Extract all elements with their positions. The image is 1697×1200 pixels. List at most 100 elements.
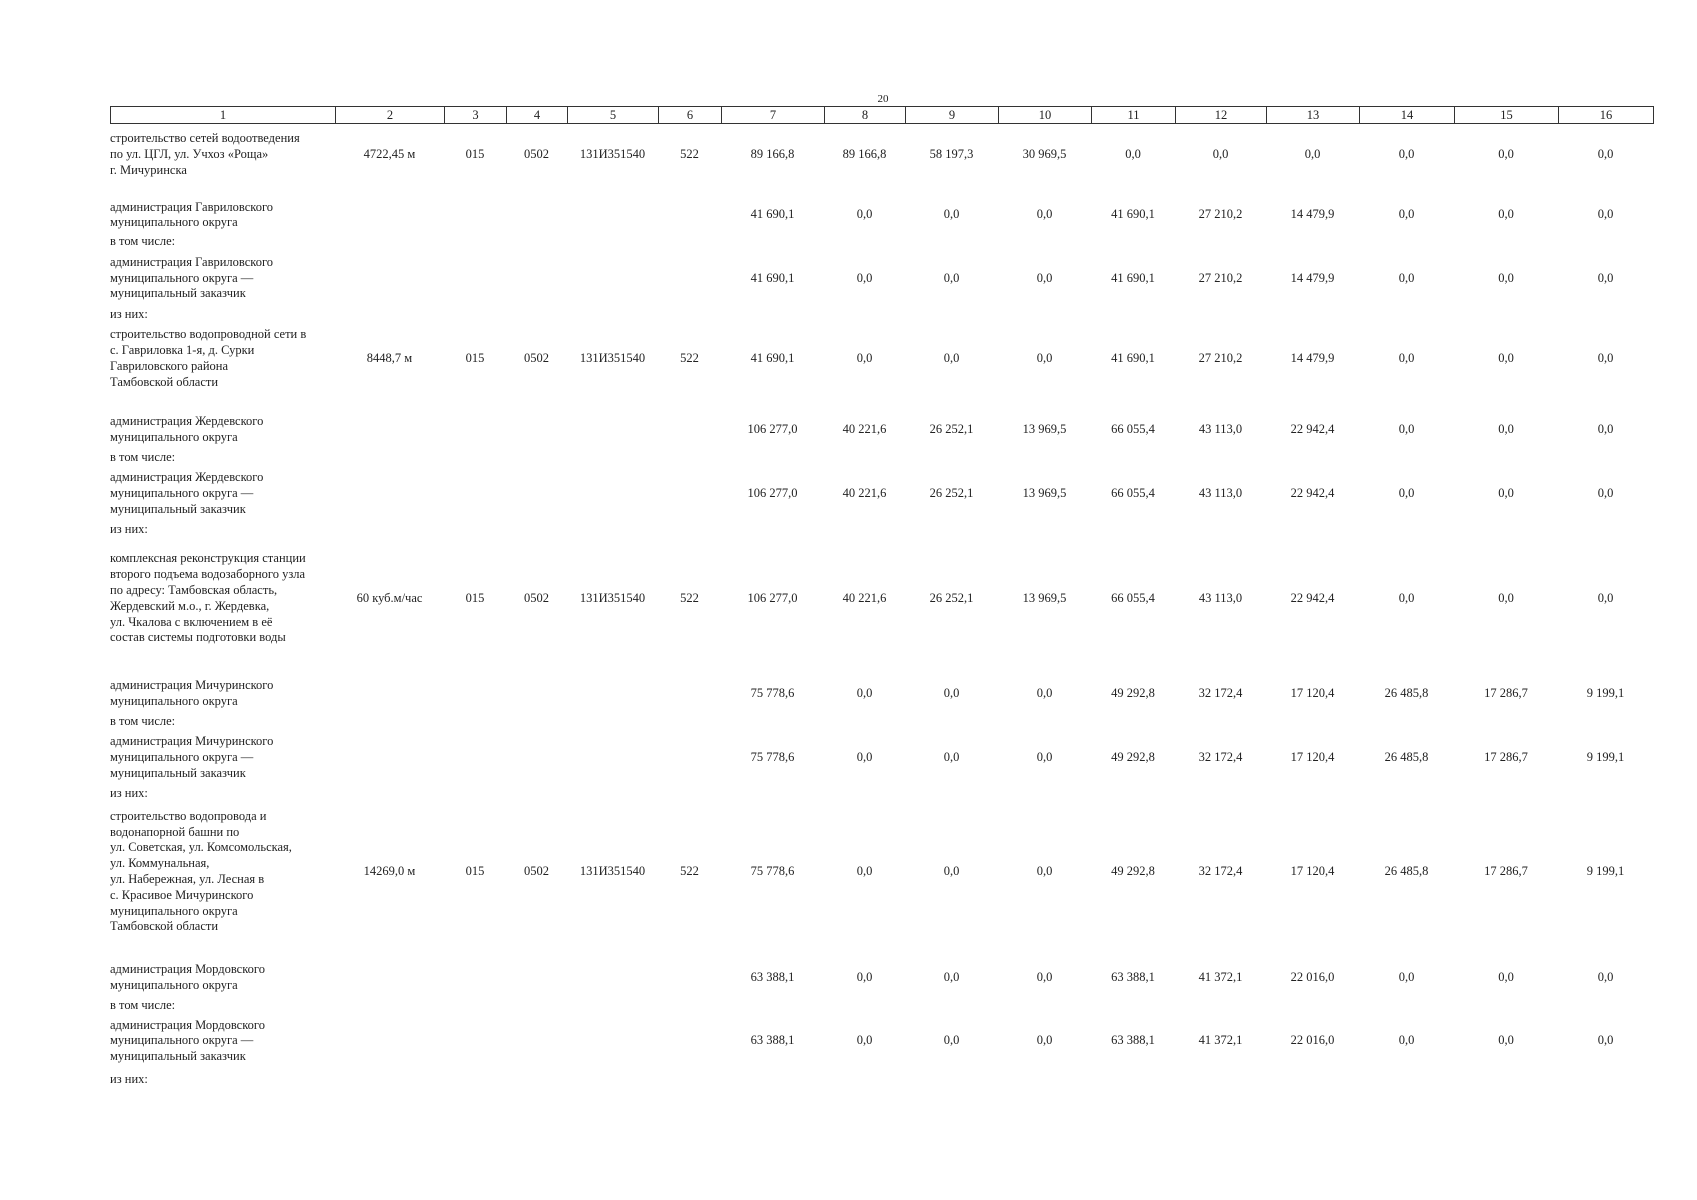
row-label: муниципального округа	[110, 693, 238, 708]
cell: 131И351540	[579, 350, 646, 365]
cell: 0,0	[943, 685, 960, 700]
cell: 0,0	[1398, 350, 1415, 365]
cell: 63 388,1	[1111, 1033, 1155, 1048]
cell: 30 969,5	[1022, 147, 1067, 162]
cell: 0,0	[856, 350, 873, 365]
cell: 0,0	[1597, 485, 1614, 500]
cell: 41 690,1	[750, 270, 795, 285]
cell: 22 942,4	[1290, 421, 1335, 436]
cell: 0,0	[1125, 147, 1141, 162]
row-label: ул. Коммунальная,	[110, 856, 210, 871]
cell: 0,0	[856, 864, 873, 879]
cell: 0502	[524, 350, 549, 365]
row-label: администрация Мичуринского	[110, 677, 274, 692]
row-label: состав системы подготовки воды	[110, 630, 286, 645]
cell: 32 172,4	[1198, 749, 1243, 764]
cell: 0,0	[1036, 270, 1053, 285]
cell: 75 778,6	[750, 864, 795, 879]
row-label: из них:	[110, 522, 148, 537]
cell: 0,0	[1036, 970, 1053, 985]
cell: 49 292,8	[1111, 864, 1155, 879]
cell: 0,0	[1036, 685, 1053, 700]
cell: 0,0	[1398, 1033, 1415, 1048]
row-label: из них:	[110, 306, 148, 321]
cell: 27 210,2	[1198, 350, 1243, 365]
row-label: Гавриловского района	[110, 358, 229, 373]
cell: 89 166,8	[750, 147, 795, 162]
cell: 13 969,5	[1022, 485, 1067, 500]
cell: 26 252,1	[929, 421, 974, 436]
header-cell: 4	[506, 106, 568, 124]
cell: 49 292,8	[1111, 749, 1155, 764]
cell: 0,0	[1498, 970, 1514, 985]
cell: 0,0	[1036, 207, 1053, 222]
cell: 131И351540	[579, 147, 646, 162]
cell: 40 221,6	[842, 485, 887, 500]
cell: 0,0	[1398, 207, 1415, 222]
cell: 60 куб.м/час	[356, 590, 423, 605]
cell: 40 221,6	[842, 590, 887, 605]
cell: 0,0	[1398, 147, 1415, 162]
cell: 14 479,9	[1290, 207, 1335, 222]
cell: 66 055,4	[1111, 421, 1155, 436]
cell: 106 277,0	[747, 485, 798, 500]
cell: 0,0	[943, 350, 960, 365]
row-label: из них:	[110, 786, 148, 801]
cell: 0,0	[1498, 147, 1514, 162]
header-cell: 12	[1175, 106, 1267, 124]
cell: 14 479,9	[1290, 270, 1335, 285]
cell: 522	[680, 147, 699, 162]
cell: 26 252,1	[929, 590, 974, 605]
cell: 41 690,1	[1111, 207, 1155, 222]
row-label: администрация Жердевского	[110, 413, 264, 428]
row-label: с. Гавриловка 1-я, д. Сурки	[110, 343, 255, 358]
row-label: по адресу: Тамбовская область,	[110, 582, 278, 597]
cell: 66 055,4	[1111, 590, 1155, 605]
cell: 9 199,1	[1586, 685, 1625, 700]
row-label: в том числе:	[110, 998, 176, 1013]
cell: 015	[465, 864, 485, 879]
row-label: администрация Гавриловского	[110, 254, 274, 269]
cell: 0,0	[1398, 970, 1415, 985]
header-cell: 11	[1091, 106, 1176, 124]
row-label: в том числе:	[110, 234, 176, 249]
cell: 26 485,8	[1384, 864, 1429, 879]
cell: 27 210,2	[1198, 270, 1243, 285]
cell: 17 120,4	[1290, 685, 1335, 700]
cell: 22 016,0	[1290, 1033, 1335, 1048]
cell: 0,0	[1036, 350, 1053, 365]
cell: 0,0	[856, 1033, 873, 1048]
row-label: муниципальный заказчик	[110, 286, 246, 301]
cell: 0,0	[1597, 147, 1614, 162]
cell: 63 388,1	[750, 970, 795, 985]
cell: 0,0	[1597, 421, 1614, 436]
cell: 58 197,3	[929, 147, 974, 162]
cell: 015	[465, 147, 485, 162]
cell: 43 113,0	[1198, 421, 1243, 436]
row-label: администрация Мичуринского	[110, 734, 274, 749]
cell: 0,0	[1597, 1033, 1614, 1048]
cell: 43 113,0	[1198, 590, 1243, 605]
cell: 015	[465, 590, 485, 605]
cell: 131И351540	[579, 864, 646, 879]
cell: 0,0	[943, 1033, 960, 1048]
header-cell: 16	[1558, 106, 1654, 124]
cell: 522	[680, 350, 699, 365]
cell: 32 172,4	[1198, 864, 1243, 879]
cell: 63 388,1	[1111, 970, 1155, 985]
cell: 0,0	[1498, 350, 1514, 365]
header-cell: 1	[110, 106, 336, 124]
cell: 0,0	[1597, 350, 1614, 365]
cell: 0502	[524, 147, 549, 162]
page-number: 20	[877, 93, 889, 105]
row-label: администрация Мордовского	[110, 962, 265, 977]
cell: 131И351540	[579, 590, 646, 605]
cell: 40 221,6	[842, 421, 887, 436]
row-label: строительство сетей водоотведения	[110, 131, 300, 146]
row-label: муниципального округа —	[110, 1033, 254, 1048]
cell: 14269,0 м	[363, 864, 416, 879]
row-label: муниципального округа —	[110, 270, 254, 285]
cell: 9 199,1	[1586, 864, 1625, 879]
cell: 0,0	[943, 749, 960, 764]
